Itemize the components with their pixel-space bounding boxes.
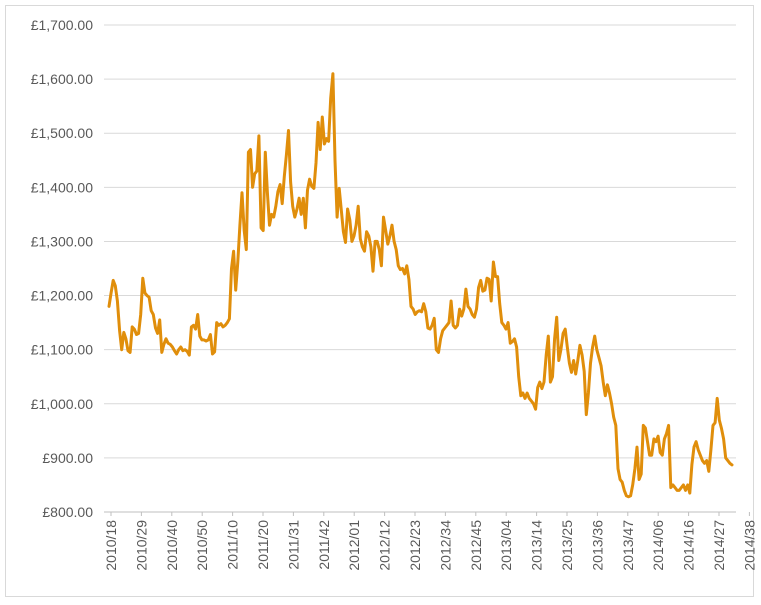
x-tick-label: 2013/14 bbox=[529, 520, 545, 571]
y-tick-label: £1,100.00 bbox=[31, 342, 93, 358]
y-axis-tick-labels: £800.00 £900.00 £1,000.00 £1,100.00 £1,200.0… bbox=[31, 17, 94, 520]
x-tick-label: 2012/01 bbox=[346, 520, 362, 571]
y-tick-label: £1,600.00 bbox=[31, 71, 93, 87]
y-tick-label: £1,200.00 bbox=[31, 288, 93, 304]
x-tick-label: 2014/16 bbox=[681, 520, 697, 571]
series-line bbox=[107, 72, 734, 499]
x-tick-label: 2014/38 bbox=[741, 520, 757, 571]
x-tick-label: 2012/23 bbox=[407, 520, 423, 571]
y-tick-label: £1,000.00 bbox=[31, 396, 93, 412]
x-tick-label: 2010/50 bbox=[194, 520, 210, 571]
x-tick-label: 2013/04 bbox=[498, 520, 514, 571]
x-tick-label: 2014/27 bbox=[711, 520, 727, 571]
y-tick-label: £1,500.00 bbox=[31, 125, 93, 141]
y-tick-label: £1,700.00 bbox=[31, 17, 93, 33]
y-tick-label: £900.00 bbox=[42, 450, 93, 466]
x-tick-label: 2013/36 bbox=[589, 520, 605, 571]
x-tick-label: 2013/47 bbox=[620, 520, 636, 571]
gridlines bbox=[104, 24, 736, 513]
series-layer bbox=[107, 72, 734, 499]
x-tick-label: 2011/20 bbox=[255, 520, 271, 570]
x-axis-tick-labels: 2010/18 2010/29 2010/40 2010/50 2011/10 2011/… bbox=[103, 512, 757, 571]
x-tick-label: 2010/18 bbox=[103, 520, 119, 571]
chart-frame bbox=[5, 5, 754, 597]
y-tick-label: £1,300.00 bbox=[31, 233, 93, 249]
x-tick-label: 2012/12 bbox=[377, 520, 393, 571]
y-tick-label: £1,400.00 bbox=[31, 179, 93, 195]
x-tick-label: 2011/10 bbox=[225, 520, 241, 570]
x-tick-label: 2012/34 bbox=[437, 520, 453, 571]
x-tick-label: 2011/42 bbox=[316, 520, 332, 570]
y-tick-label: £800.00 bbox=[42, 504, 93, 520]
x-tick-label: 2011/31 bbox=[285, 520, 301, 570]
x-tick-label: 2010/40 bbox=[164, 520, 180, 571]
x-tick-label: 2013/25 bbox=[559, 520, 575, 571]
x-tick-label: 2014/06 bbox=[650, 520, 666, 571]
x-tick-label: 2010/29 bbox=[133, 520, 149, 571]
x-tick-label: 2012/45 bbox=[468, 520, 484, 571]
